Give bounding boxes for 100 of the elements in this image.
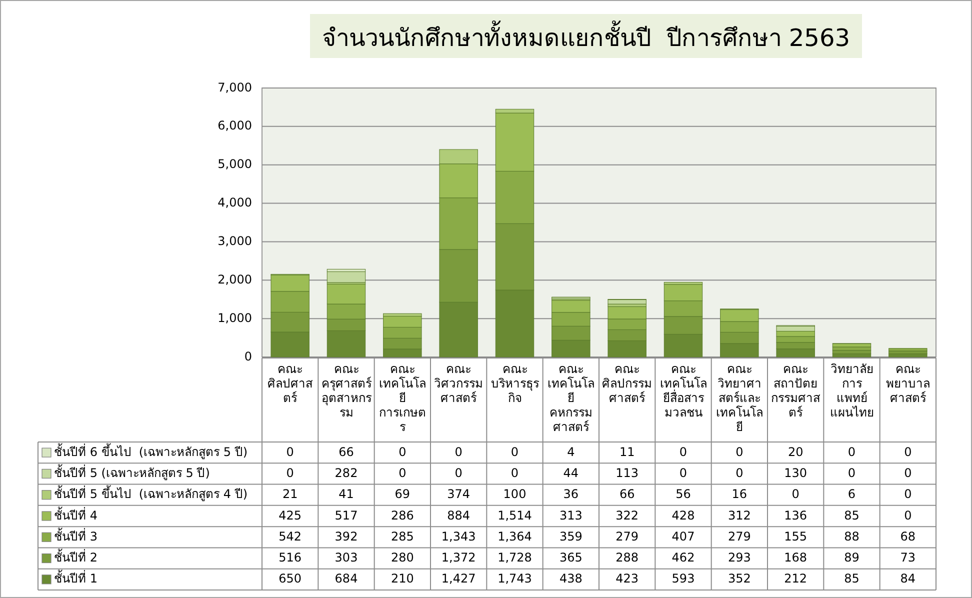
y-tick-label: 6,000 (218, 118, 252, 133)
data-label: 89 (844, 550, 860, 565)
data-label: 288 (616, 550, 639, 565)
x-tick-label: คณะศิลปกรรมศาสตร์ (602, 362, 652, 405)
data-label: 69 (394, 487, 410, 502)
data-label: 210 (390, 572, 414, 586)
data-label: 0 (736, 444, 744, 459)
data-label: 0 (736, 466, 744, 480)
data-label: 0 (454, 466, 462, 480)
data-label: 428 (672, 508, 695, 522)
data-label: 0 (398, 444, 406, 459)
data-label: 593 (672, 572, 695, 586)
x-tick-label: คณะเทคโนโลยีสื่อสารมวลชน (660, 362, 707, 420)
data-label: 0 (904, 466, 912, 480)
data-label: 73 (900, 550, 916, 565)
y-tick-label: 5,000 (218, 157, 252, 172)
data-label: 84 (900, 572, 916, 586)
data-label: 423 (616, 572, 639, 586)
data-label: 285 (390, 529, 414, 544)
data-label: 1,372 (441, 550, 476, 565)
data-label: 279 (616, 529, 639, 544)
data-label: 0 (286, 466, 294, 480)
data-label: 313 (559, 508, 582, 522)
y-tick-label: 3,000 (218, 234, 252, 248)
legend-label: ชั้นปีที่ 6 ขึ้นไป (เฉพาะหลักสูตร 5 ปี) (54, 442, 248, 460)
data-label: 542 (278, 529, 302, 544)
data-label: 85 (844, 508, 860, 522)
bar (832, 353, 872, 358)
y-tick-label: 4,000 (218, 196, 252, 210)
data-label: 1,728 (498, 550, 532, 565)
data-label: 407 (672, 529, 695, 544)
bar (888, 348, 928, 352)
data-label: 56 (676, 487, 691, 502)
data-label: 0 (510, 444, 519, 459)
data-label: 85 (844, 572, 860, 586)
chart-title: จำนวนนักศึกษาทั้งหมดแยกชั้นปี ปีการศึกษา 2563 (322, 20, 850, 52)
data-label: 0 (848, 444, 856, 459)
data-label: 392 (334, 529, 358, 544)
data-label: 0 (679, 444, 688, 459)
x-tick-label: คณะศิลปศาสตร์ (268, 362, 314, 405)
data-label: 359 (559, 529, 582, 544)
data-label: 136 (784, 508, 808, 522)
data-label: 11 (619, 444, 635, 459)
data-label: 130 (784, 466, 808, 480)
legend-label: ชั้นปีที่ 1 (54, 570, 98, 586)
data-label: 462 (672, 550, 695, 565)
data-label: 425 (278, 508, 302, 522)
legend-label: ชั้นปีที่ 3 (54, 527, 98, 544)
x-tick-label: คณะเทคโนโลยีคหกรรมศาสตร์ (547, 362, 594, 434)
data-label: 365 (559, 550, 582, 565)
data-label: 41 (338, 487, 354, 502)
data-label: 352 (728, 572, 751, 586)
data-label: 0 (398, 466, 406, 480)
legend-label: ชั้นปีที่ 2 (54, 548, 98, 565)
data-label: 684 (334, 572, 358, 586)
bar (608, 299, 646, 304)
data-label: 293 (728, 550, 751, 565)
data-label: 36 (563, 487, 579, 502)
data-label: 303 (334, 550, 358, 565)
data-label: 20 (788, 444, 804, 459)
data-label: 88 (844, 529, 860, 544)
data-label: 0 (792, 487, 800, 502)
data-label: 168 (784, 550, 808, 565)
bar (888, 354, 928, 358)
data-label: 0 (454, 444, 462, 459)
data-label: 44 (563, 466, 579, 480)
data-label: 68 (900, 529, 916, 544)
data-label: 650 (278, 572, 302, 586)
data-label: 884 (447, 508, 470, 522)
x-tick-label: คณะวิทยาศาสตร์และเทคโนโลยี (716, 362, 763, 434)
bar (832, 343, 872, 348)
x-tick-label: คณะวิศวกรรมศาสตร์ (434, 362, 484, 405)
x-tick-label: คณะเทคโนโลยีการเกษตร (378, 362, 426, 434)
x-tick-label: วิทยาลัยการแพทย์แผนไทย (830, 362, 874, 420)
y-tick-label: 0 (244, 349, 252, 364)
data-label: 312 (728, 508, 751, 522)
y-tick-label: 2,000 (218, 272, 252, 286)
data-label: 322 (616, 508, 639, 522)
data-label: 438 (559, 572, 582, 586)
x-tick-label: คณะครุศาสตร์อุตสาหกรรม (321, 362, 372, 420)
data-label: 21 (282, 487, 298, 502)
data-label: 374 (447, 487, 470, 502)
data-label: 66 (338, 444, 354, 459)
data-label: 212 (784, 572, 808, 586)
legend-label: ชั้นปีที่ 4 (54, 506, 98, 522)
x-tick-label: คณะสถาปัตยกรรมศาสตร์ (771, 362, 822, 420)
data-label: 0 (904, 444, 912, 459)
x-tick-label: คณะพยาบาลศาสตร์ (886, 362, 930, 405)
legend-label: ชั้นปีที่ 5 (เฉพาะหลักสูตร 5 ปี) (54, 464, 210, 481)
data-label: 1,427 (441, 572, 476, 586)
data-label: 100 (503, 487, 526, 502)
data-label: 282 (334, 466, 358, 480)
data-label: 1,343 (441, 529, 476, 544)
data-label: 66 (619, 487, 635, 502)
data-label: 279 (728, 529, 751, 544)
data-label: 4 (567, 444, 575, 459)
data-label: 113 (616, 466, 639, 480)
data-label: 155 (784, 529, 808, 544)
data-label: 1,743 (498, 572, 532, 586)
data-label: 286 (390, 508, 414, 522)
